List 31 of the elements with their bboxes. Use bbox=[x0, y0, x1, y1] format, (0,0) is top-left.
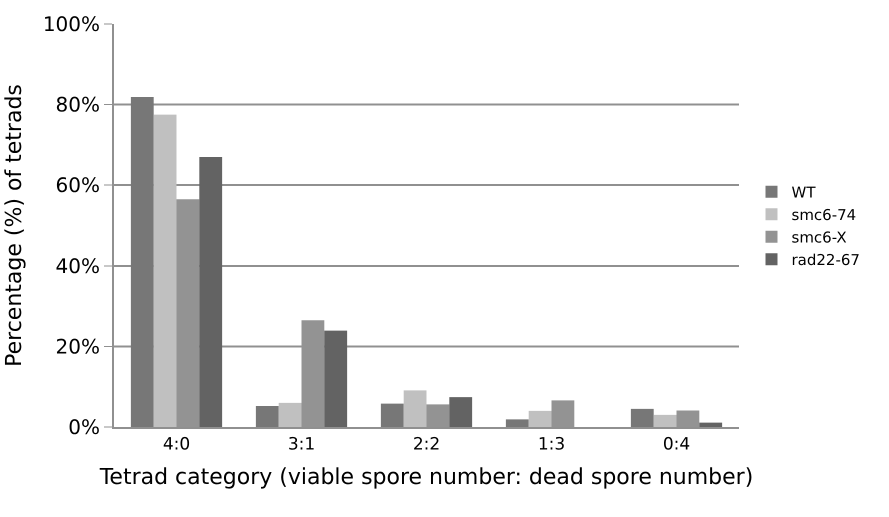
y-tick-label: 100% bbox=[42, 12, 100, 36]
bar bbox=[699, 422, 722, 427]
x-tick-label: 0:4 bbox=[662, 434, 690, 454]
x-axis-title: Tetrad category (viable spore number: dead spore number) bbox=[98, 464, 754, 490]
bar bbox=[630, 408, 654, 427]
bar bbox=[278, 402, 302, 427]
legend-label: WT bbox=[792, 184, 816, 202]
y-tick-label: 80% bbox=[56, 92, 100, 117]
x-tick-label: 2:2 bbox=[412, 434, 440, 454]
y-tick-label: 0% bbox=[68, 415, 100, 439]
bar bbox=[449, 397, 472, 427]
bar bbox=[324, 330, 348, 427]
x-tick-label: 3:1 bbox=[288, 434, 316, 454]
bar bbox=[380, 404, 404, 427]
legend-label: smc6-74 bbox=[792, 206, 856, 224]
x-tick-label: 1:3 bbox=[538, 434, 566, 454]
x-tick-label: 4:0 bbox=[162, 434, 190, 454]
bar bbox=[199, 156, 222, 427]
y-tick-label: 60% bbox=[56, 173, 100, 198]
bar bbox=[506, 419, 529, 427]
bar bbox=[654, 414, 676, 427]
bar bbox=[154, 114, 176, 427]
y-axis-title: Percentage (%) of tetrads bbox=[2, 84, 28, 367]
legend-label: rad22-67 bbox=[792, 251, 860, 270]
bar bbox=[404, 390, 426, 427]
y-tick-label: 40% bbox=[56, 254, 100, 278]
bar bbox=[528, 410, 552, 427]
bar bbox=[256, 406, 279, 427]
y-tick-label: 20% bbox=[56, 334, 100, 358]
bar bbox=[130, 96, 154, 427]
legend-label: smc6-X bbox=[792, 228, 847, 247]
